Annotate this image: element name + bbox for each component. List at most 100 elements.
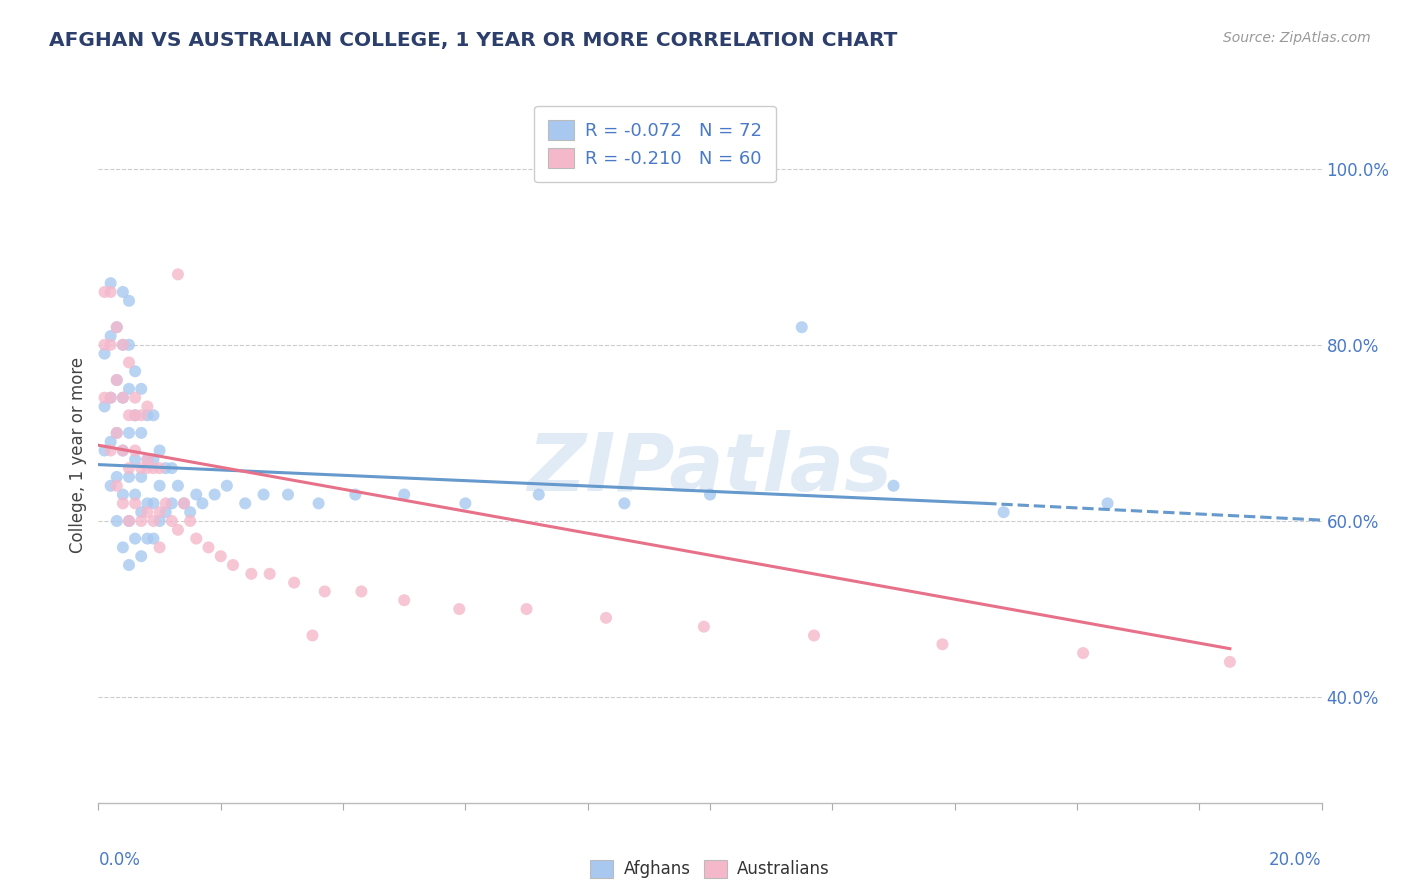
Point: [118, 425, 141, 440]
Point: [259, 566, 281, 581]
Text: 0.0%: 0.0%: [98, 851, 141, 869]
Point: [931, 637, 953, 651]
Point: [111, 487, 134, 501]
Point: [105, 373, 128, 387]
Point: [173, 496, 195, 510]
Point: [454, 496, 477, 510]
Point: [129, 549, 152, 564]
Point: [155, 496, 177, 510]
Point: [883, 479, 905, 493]
Point: [111, 338, 134, 352]
Point: [100, 479, 122, 493]
Point: [124, 487, 146, 501]
Point: [118, 382, 141, 396]
Point: [222, 558, 245, 572]
Point: [93, 338, 115, 352]
Point: [100, 338, 122, 352]
Point: [124, 364, 146, 378]
Point: [129, 409, 152, 423]
Point: [100, 329, 122, 343]
Point: [136, 400, 159, 414]
Point: [105, 479, 128, 493]
Point: [111, 285, 134, 299]
Point: [129, 382, 152, 396]
Point: [118, 558, 141, 572]
Point: [699, 487, 721, 501]
Point: [233, 496, 256, 510]
Point: [149, 479, 172, 493]
Point: [118, 514, 141, 528]
Point: [392, 487, 416, 501]
Point: [111, 541, 134, 555]
Legend: Afghans, Australians: Afghans, Australians: [581, 850, 839, 888]
Point: [613, 496, 636, 510]
Point: [179, 505, 201, 519]
Point: [136, 409, 159, 423]
Point: [167, 479, 190, 493]
Point: [93, 346, 115, 360]
Point: [118, 409, 141, 423]
Point: [149, 505, 172, 519]
Point: [118, 355, 141, 369]
Point: [252, 487, 274, 501]
Point: [105, 425, 128, 440]
Point: [155, 461, 177, 475]
Point: [803, 628, 825, 642]
Point: [527, 487, 550, 501]
Point: [136, 452, 159, 467]
Point: [693, 620, 716, 634]
Point: [118, 514, 141, 528]
Point: [149, 443, 172, 458]
Point: [142, 514, 165, 528]
Point: [136, 452, 159, 467]
Point: [142, 409, 165, 423]
Point: [595, 611, 617, 625]
Point: [1071, 646, 1094, 660]
Point: [392, 593, 416, 607]
Point: [204, 487, 226, 501]
Point: [118, 461, 141, 475]
Point: [993, 505, 1015, 519]
Point: [790, 320, 813, 334]
Point: [240, 566, 263, 581]
Text: ZIPatlas: ZIPatlas: [527, 430, 893, 508]
Y-axis label: College, 1 year or more: College, 1 year or more: [69, 357, 87, 553]
Point: [105, 514, 128, 528]
Point: [167, 523, 190, 537]
Point: [111, 443, 134, 458]
Point: [124, 452, 146, 467]
Point: [149, 541, 172, 555]
Point: [93, 443, 115, 458]
Point: [93, 285, 115, 299]
Point: [136, 505, 159, 519]
Point: [277, 487, 299, 501]
Point: [179, 514, 201, 528]
Point: [149, 514, 172, 528]
Point: [124, 391, 146, 405]
Point: [136, 532, 159, 546]
Point: [105, 425, 128, 440]
Point: [100, 391, 122, 405]
Point: [136, 496, 159, 510]
Point: [129, 505, 152, 519]
Point: [111, 338, 134, 352]
Point: [155, 505, 177, 519]
Point: [124, 496, 146, 510]
Point: [100, 391, 122, 405]
Point: [191, 496, 214, 510]
Point: [1219, 655, 1241, 669]
Point: [129, 425, 152, 440]
Point: [100, 434, 122, 449]
Point: [118, 293, 141, 308]
Point: [1097, 496, 1119, 510]
Text: 20.0%: 20.0%: [1270, 851, 1322, 869]
Point: [314, 584, 336, 599]
Point: [449, 602, 471, 616]
Point: [350, 584, 373, 599]
Point: [167, 268, 190, 282]
Point: [111, 443, 134, 458]
Point: [197, 541, 219, 555]
Point: [344, 487, 367, 501]
Point: [100, 285, 122, 299]
Point: [111, 496, 134, 510]
